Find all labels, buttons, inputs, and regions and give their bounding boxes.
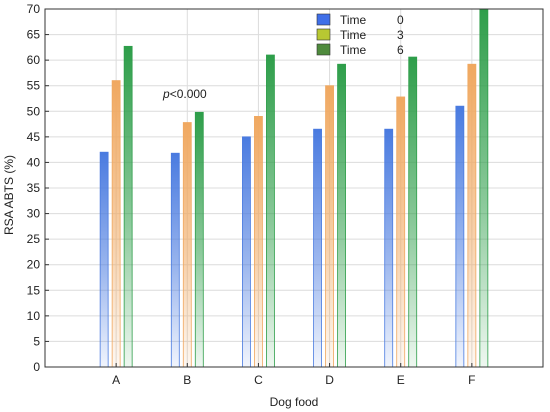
bar — [111, 80, 121, 368]
bar-body — [479, 8, 489, 368]
bar — [254, 116, 263, 368]
bar-cap — [479, 9, 488, 12]
bar — [123, 45, 133, 368]
bar — [242, 136, 251, 368]
bars — [99, 8, 489, 368]
x-tick-label: F — [468, 373, 475, 387]
bar-cap — [396, 96, 405, 100]
legend-swatch — [316, 28, 331, 41]
bar — [194, 111, 204, 368]
x-axis-ticks: A B C D E F — [112, 363, 476, 387]
x-tick-label: D — [325, 373, 334, 387]
y-tick-label: 70 — [27, 2, 41, 16]
bar-body — [123, 45, 133, 368]
bar — [182, 122, 192, 368]
legend-title: Time — [340, 43, 367, 57]
bar-body — [396, 96, 406, 368]
x-tick-label: A — [112, 373, 120, 387]
legend-swatch — [316, 13, 331, 26]
bar-cap — [467, 64, 476, 67]
bar-body — [337, 63, 346, 368]
y-axis-title: RSA ABTS (%) — [2, 155, 16, 235]
y-tick-label: 50 — [27, 104, 41, 118]
bar-cap — [195, 112, 204, 115]
y-tick-label: 5 — [33, 334, 40, 348]
y-tick-label: 15 — [27, 283, 41, 297]
bar-body — [408, 56, 418, 368]
bar — [455, 105, 465, 368]
bar-body — [455, 105, 465, 368]
p-value-annotation: p<0.000 — [162, 87, 207, 101]
y-tick-label: 35 — [27, 181, 41, 195]
y-axis-ticks: 0 5 10 15 20 25 30 35 40 45 50 55 60 65 70 — [27, 2, 49, 374]
bar — [313, 128, 322, 368]
bar-cap — [455, 106, 464, 109]
bar-body — [99, 151, 109, 368]
y-tick-label: 10 — [27, 309, 41, 323]
bar-body — [467, 63, 477, 368]
y-tick-label: 0 — [33, 360, 40, 374]
y-tick-label: 25 — [27, 232, 41, 246]
bar-cap — [337, 64, 346, 67]
y-tick-label: 20 — [27, 258, 41, 272]
bar-body — [266, 54, 275, 368]
bar — [170, 152, 180, 368]
bar-cap — [112, 80, 121, 84]
bar — [408, 56, 418, 368]
bar — [396, 96, 406, 368]
bar-cap — [254, 116, 263, 119]
p-value-text: <0.000 — [170, 87, 207, 101]
legend-swatch — [316, 43, 331, 56]
p-value-italic: p — [162, 87, 170, 101]
y-tick-label: 45 — [27, 130, 41, 144]
bar — [99, 151, 109, 368]
y-tick-label: 30 — [27, 207, 41, 221]
legend-title: Time — [340, 28, 367, 42]
bar-cap — [171, 153, 180, 156]
legend-series-name: 3 — [397, 28, 404, 42]
bar-cap — [313, 129, 322, 132]
bar-body — [313, 128, 322, 368]
y-tick-label: 40 — [27, 155, 41, 169]
bar — [325, 85, 334, 368]
legend-title: Time — [340, 13, 367, 27]
bar-cap — [384, 129, 393, 132]
bar-cap — [183, 122, 192, 126]
bar-cap — [100, 152, 109, 155]
bar-cap — [266, 55, 275, 58]
bar-body — [254, 116, 263, 368]
bar-body — [182, 122, 192, 368]
bar — [266, 54, 275, 368]
legend: Time 0 Time 3 Time 6 — [316, 13, 404, 57]
legend-series-name: 6 — [397, 43, 404, 57]
x-tick-label: B — [183, 373, 191, 387]
x-tick-label: E — [397, 373, 405, 387]
bar-body — [170, 152, 180, 368]
bar — [337, 63, 346, 368]
bar-cap — [242, 136, 251, 140]
x-axis-title: Dog food — [270, 395, 319, 409]
x-tick-label: C — [254, 373, 263, 387]
bar-body — [111, 80, 121, 368]
bar-cap — [124, 46, 133, 49]
bar-cap — [325, 85, 334, 89]
legend-series-name: 0 — [397, 13, 404, 27]
y-tick-label: 60 — [27, 53, 41, 67]
bar — [384, 128, 394, 368]
bar-body — [242, 136, 251, 368]
y-tick-label: 55 — [27, 79, 41, 93]
bar — [467, 63, 477, 368]
y-tick-label: 65 — [27, 28, 41, 42]
bar-body — [384, 128, 394, 368]
bar-body — [325, 85, 334, 368]
bar — [479, 8, 489, 368]
bar-cap — [408, 57, 417, 60]
bar-body — [194, 111, 204, 368]
